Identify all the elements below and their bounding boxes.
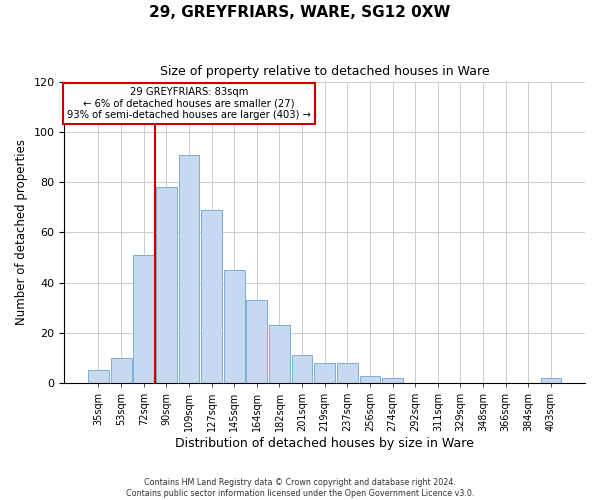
Bar [269, 326, 290, 383]
Bar [201, 210, 222, 383]
X-axis label: Distribution of detached houses by size in Ware: Distribution of detached houses by size … [175, 437, 474, 450]
Text: 29, GREYFRIARS, WARE, SG12 0XW: 29, GREYFRIARS, WARE, SG12 0XW [149, 5, 451, 20]
Bar [541, 378, 562, 383]
Text: 29 GREYFRIARS: 83sqm
← 6% of detached houses are smaller (27)
93% of semi-detach: 29 GREYFRIARS: 83sqm ← 6% of detached ho… [67, 87, 311, 120]
Bar [133, 255, 154, 383]
Bar [359, 376, 380, 383]
Bar [224, 270, 245, 383]
Bar [382, 378, 403, 383]
Bar [292, 356, 313, 383]
Bar [156, 188, 177, 383]
Bar [88, 370, 109, 383]
Bar [179, 154, 199, 383]
Bar [314, 363, 335, 383]
Text: Contains HM Land Registry data © Crown copyright and database right 2024.
Contai: Contains HM Land Registry data © Crown c… [126, 478, 474, 498]
Title: Size of property relative to detached houses in Ware: Size of property relative to detached ho… [160, 65, 490, 78]
Bar [110, 358, 131, 383]
Bar [337, 363, 358, 383]
Y-axis label: Number of detached properties: Number of detached properties [15, 140, 28, 326]
Bar [247, 300, 267, 383]
